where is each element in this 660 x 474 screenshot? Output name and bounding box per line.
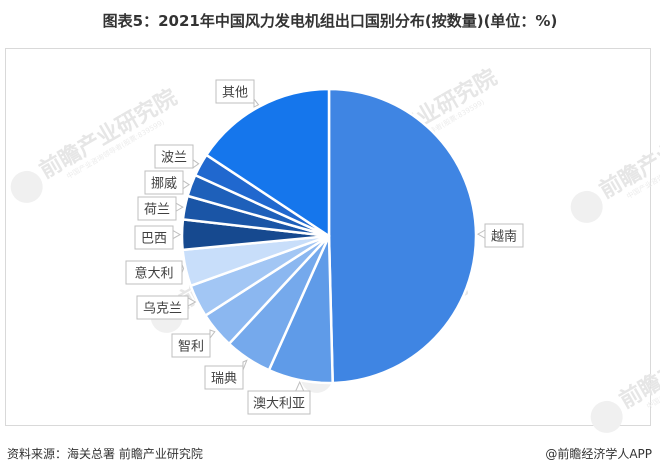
data-label: 其他 xyxy=(215,79,260,108)
credit-note: @前瞻经济学人APP xyxy=(545,447,652,461)
data-label: 挪威 xyxy=(144,170,191,195)
label-text: 乌克兰 xyxy=(143,301,182,317)
label-box xyxy=(171,333,211,358)
label-pointer xyxy=(192,158,200,169)
data-label: 荷兰 xyxy=(137,196,184,221)
label-text: 越南 xyxy=(491,229,517,245)
source-note: 资料来源：海关总署 前瞻产业研究院 xyxy=(7,447,203,461)
label-pointer xyxy=(476,229,486,239)
watermark-logo-icon xyxy=(570,190,603,223)
svg-text:前瞻产业研究院: 前瞻产业研究院 xyxy=(35,84,181,184)
data-label: 澳大利亚 xyxy=(247,380,311,415)
label-box xyxy=(137,196,177,221)
label-box xyxy=(134,225,174,250)
label-pointer xyxy=(175,202,184,213)
pie-slices xyxy=(180,87,478,385)
label-box xyxy=(154,144,194,169)
watermark-logo-icon xyxy=(590,400,623,433)
label-box xyxy=(215,79,255,104)
data-label: 瑞典 xyxy=(204,359,248,390)
label-box xyxy=(484,223,524,248)
label-box xyxy=(136,295,189,320)
data-label: 波兰 xyxy=(154,144,200,169)
label-pointer xyxy=(182,179,191,190)
label-text: 挪威 xyxy=(151,177,177,192)
label-box xyxy=(144,170,184,195)
label-text: 意大利 xyxy=(134,266,173,282)
data-label: 巴西 xyxy=(134,225,182,250)
label-text: 巴西 xyxy=(141,232,167,247)
data-label: 意大利 xyxy=(125,260,185,285)
svg-text:前瞻产业研究院: 前瞻产业研究院 xyxy=(595,104,660,204)
watermark-logo-icon xyxy=(10,170,43,203)
label-text: 其他 xyxy=(222,86,248,101)
label-text: 瑞典 xyxy=(211,372,237,387)
label-pointer xyxy=(253,97,260,108)
label-text: 澳大利亚 xyxy=(253,396,305,412)
label-text: 波兰 xyxy=(161,151,187,166)
data-label: 越南 xyxy=(476,223,524,248)
chart-title: 图表5：2021年中国风力发电机组出口国别分布(按数量)(单位：%) xyxy=(102,12,558,30)
pie-slice-其他 xyxy=(205,87,331,238)
label-box xyxy=(125,260,183,285)
label-box xyxy=(204,365,244,390)
chart-frame xyxy=(5,48,651,426)
label-pointer xyxy=(172,229,182,240)
data-label: 乌克兰 xyxy=(136,295,197,320)
label-pointer xyxy=(242,359,248,371)
label-text: 智利 xyxy=(178,340,204,355)
label-pointer xyxy=(209,329,216,340)
data-label: 智利 xyxy=(171,329,216,358)
label-box xyxy=(247,390,311,415)
pie-slice-越南 xyxy=(327,87,478,385)
label-text: 荷兰 xyxy=(144,203,170,218)
